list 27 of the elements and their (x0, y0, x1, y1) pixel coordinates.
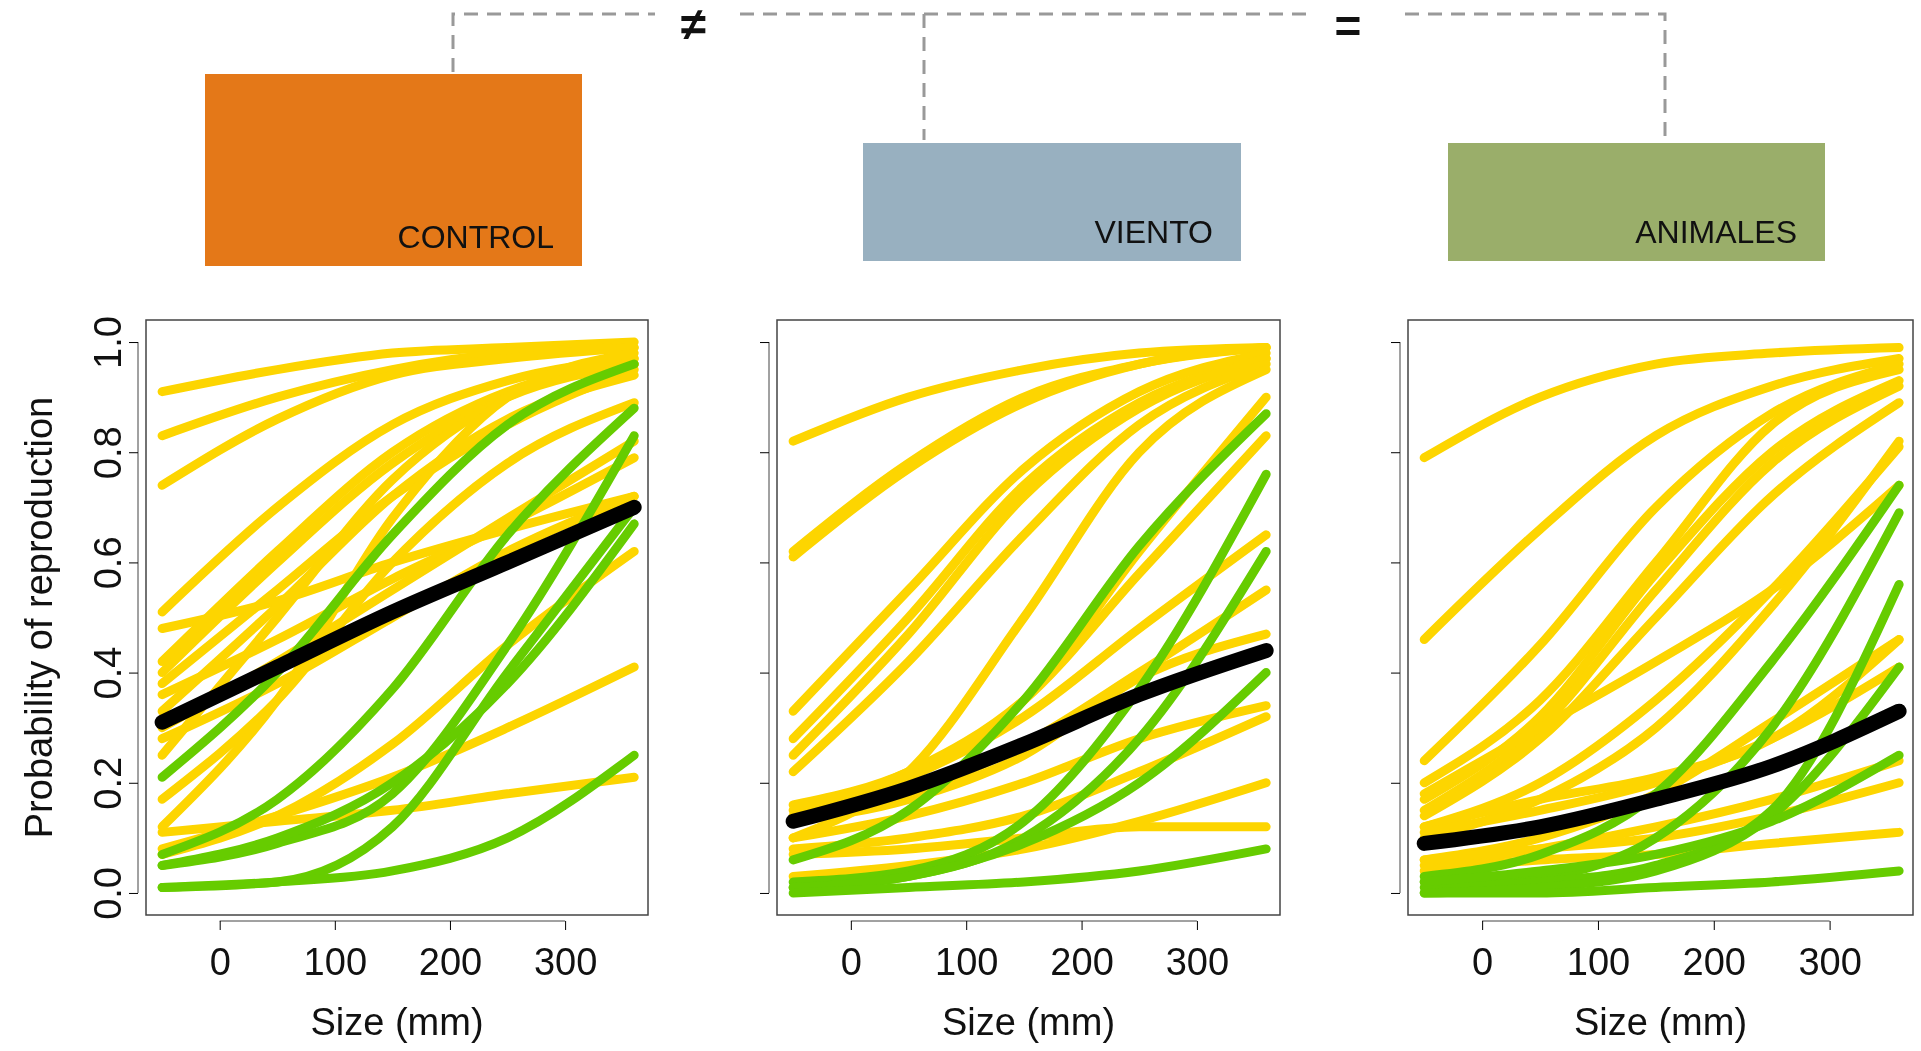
y-tick-label: 0.2 (87, 756, 130, 810)
x-tick-label: 0 (1472, 940, 1494, 983)
chart-title: VIENTO (1094, 214, 1213, 250)
x-tick-label: 200 (1050, 940, 1114, 983)
x-axis-title: Size (mm) (310, 1001, 484, 1043)
chart-title: CONTROL (397, 219, 554, 255)
x-tick-label: 100 (1566, 940, 1631, 983)
y-tick-label: 0.0 (87, 867, 130, 920)
y-axis-title: Probability of reproduction (18, 396, 60, 839)
y-tick-label: 0.4 (87, 646, 130, 700)
x-tick-label: 0 (209, 940, 231, 983)
x-tick-label: 100 (935, 940, 999, 983)
y-tick-label: 0.8 (87, 426, 130, 480)
text: ≠ (680, 0, 706, 50)
x-tick-label: 300 (1165, 940, 1230, 983)
chart-title: ANIMALES (1635, 214, 1797, 250)
x-tick-label: 100 (303, 940, 368, 983)
x-axis-title: Size (mm) (941, 1001, 1116, 1043)
x-tick-label: 200 (418, 940, 483, 983)
x-tick-label: 300 (533, 940, 598, 983)
x-axis-title: Size (mm) (1573, 1001, 1748, 1043)
y-tick-label: 1.0 (87, 316, 130, 369)
x-tick-label: 200 (1682, 940, 1746, 983)
text: = (1334, 0, 1362, 52)
x-tick-label: 0 (840, 940, 862, 983)
y-tick-label: 0.6 (87, 536, 130, 590)
x-tick-label: 300 (1798, 940, 1862, 983)
